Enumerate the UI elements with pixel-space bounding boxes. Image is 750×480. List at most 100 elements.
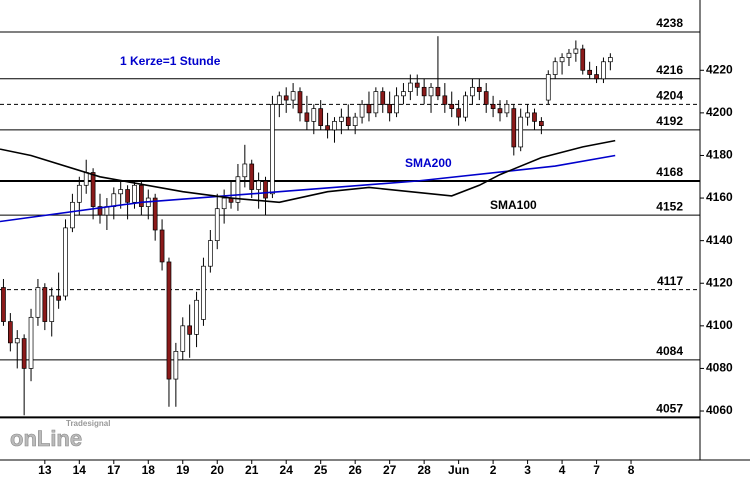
- candle-body: [214, 208, 220, 241]
- x-tick-label: 7: [593, 463, 600, 477]
- level-label: 4204: [656, 89, 683, 103]
- candle-body: [90, 172, 96, 207]
- level-label: 4152: [656, 199, 683, 213]
- candle-body: [490, 104, 496, 109]
- candle-body: [407, 82, 413, 92]
- candle-body: [304, 112, 310, 122]
- x-tick-label: 27: [383, 463, 397, 477]
- candle-body: [194, 299, 199, 335]
- candle-body: [476, 86, 482, 92]
- candle-body: [414, 82, 420, 88]
- candle-body: [345, 116, 351, 126]
- candle-body: [456, 108, 461, 118]
- candle-body: [125, 189, 130, 203]
- y-tick-label: 4160: [706, 190, 733, 204]
- candle-body: [359, 104, 365, 118]
- logo-small: Tradesignal: [66, 419, 110, 428]
- candle-body: [49, 295, 55, 322]
- level-label: 4117: [657, 274, 683, 288]
- candle-body: [7, 321, 13, 344]
- level-label: 4057: [656, 402, 683, 416]
- candle-body: [318, 108, 324, 126]
- candle-body: [573, 48, 579, 54]
- candle-body: [276, 95, 282, 105]
- candle-body: [270, 104, 275, 195]
- sma-line: [0, 139, 616, 204]
- candle-body: [339, 116, 344, 122]
- candle-body: [532, 112, 537, 122]
- candle-body: [380, 91, 386, 105]
- candle-body: [283, 95, 289, 101]
- candle-body: [545, 74, 551, 101]
- candle-body: [311, 108, 317, 122]
- y-tick-label: 4120: [706, 275, 733, 289]
- candle-body: [221, 197, 227, 210]
- candle-body: [449, 104, 455, 109]
- candle-body: [173, 351, 179, 380]
- candle-body: [387, 104, 393, 114]
- candle-body: [297, 91, 303, 114]
- series-label: SMA100: [490, 198, 537, 212]
- candle-body: [352, 116, 358, 126]
- y-tick-label: 4200: [706, 105, 733, 119]
- candle-body: [401, 91, 406, 97]
- candle-body: [594, 74, 599, 80]
- x-tick-label: 28: [417, 463, 431, 477]
- candle-body: [566, 52, 572, 58]
- candle-body: [587, 69, 593, 75]
- candle-body: [559, 57, 565, 63]
- x-tick-label: 20: [211, 463, 225, 477]
- x-tick-label: 24: [280, 463, 294, 477]
- candle-body: [207, 240, 213, 267]
- candle-body: [201, 265, 206, 320]
- candle-body: [435, 86, 441, 97]
- candle-body: [539, 121, 544, 126]
- candle-body: [518, 116, 524, 148]
- candle-body: [366, 104, 372, 114]
- candle-body: [1, 287, 6, 322]
- candle-body: [70, 201, 75, 229]
- x-tick-label: 13: [38, 463, 52, 477]
- x-tick-label: Jun: [448, 463, 469, 477]
- logo-big: onLine: [10, 426, 82, 451]
- candle-body: [42, 287, 48, 322]
- candle-body: [14, 338, 20, 344]
- candle-body: [525, 112, 530, 118]
- level-label: 4238: [656, 16, 683, 30]
- candle-body: [139, 184, 144, 207]
- candle-body: [373, 91, 379, 114]
- x-tick-label: 18: [142, 463, 156, 477]
- y-tick-label: 4060: [706, 403, 733, 417]
- plot-area: [0, 31, 700, 419]
- candle-body: [152, 197, 158, 231]
- x-tick-label: 4: [559, 463, 566, 477]
- candle-body: [256, 180, 261, 190]
- x-tick-label: 14: [73, 463, 87, 477]
- candle-body: [483, 91, 489, 105]
- candle-body: [235, 176, 241, 203]
- candle-body: [249, 163, 255, 190]
- candle-body: [83, 172, 89, 186]
- x-tick-label: 3: [524, 463, 531, 477]
- level-label: 4216: [656, 63, 683, 77]
- candle-body: [442, 95, 448, 105]
- candle-body: [166, 261, 172, 380]
- x-tick-label: 8: [628, 463, 635, 477]
- candle-body: [421, 86, 427, 97]
- level-label: 4192: [656, 114, 683, 128]
- candle-body: [35, 287, 41, 318]
- candle-body: [504, 104, 510, 114]
- level-label: 4084: [656, 344, 683, 358]
- x-tick-label: 21: [245, 463, 259, 477]
- candle-body: [76, 184, 82, 203]
- candle-body: [463, 95, 468, 118]
- candle-body: [56, 295, 61, 301]
- candle-body: [325, 125, 330, 131]
- candle-body: [63, 227, 68, 297]
- candle-body: [97, 206, 103, 216]
- y-tick-label: 4140: [706, 233, 733, 247]
- candle-body: [111, 193, 117, 207]
- candle-body: [263, 180, 268, 199]
